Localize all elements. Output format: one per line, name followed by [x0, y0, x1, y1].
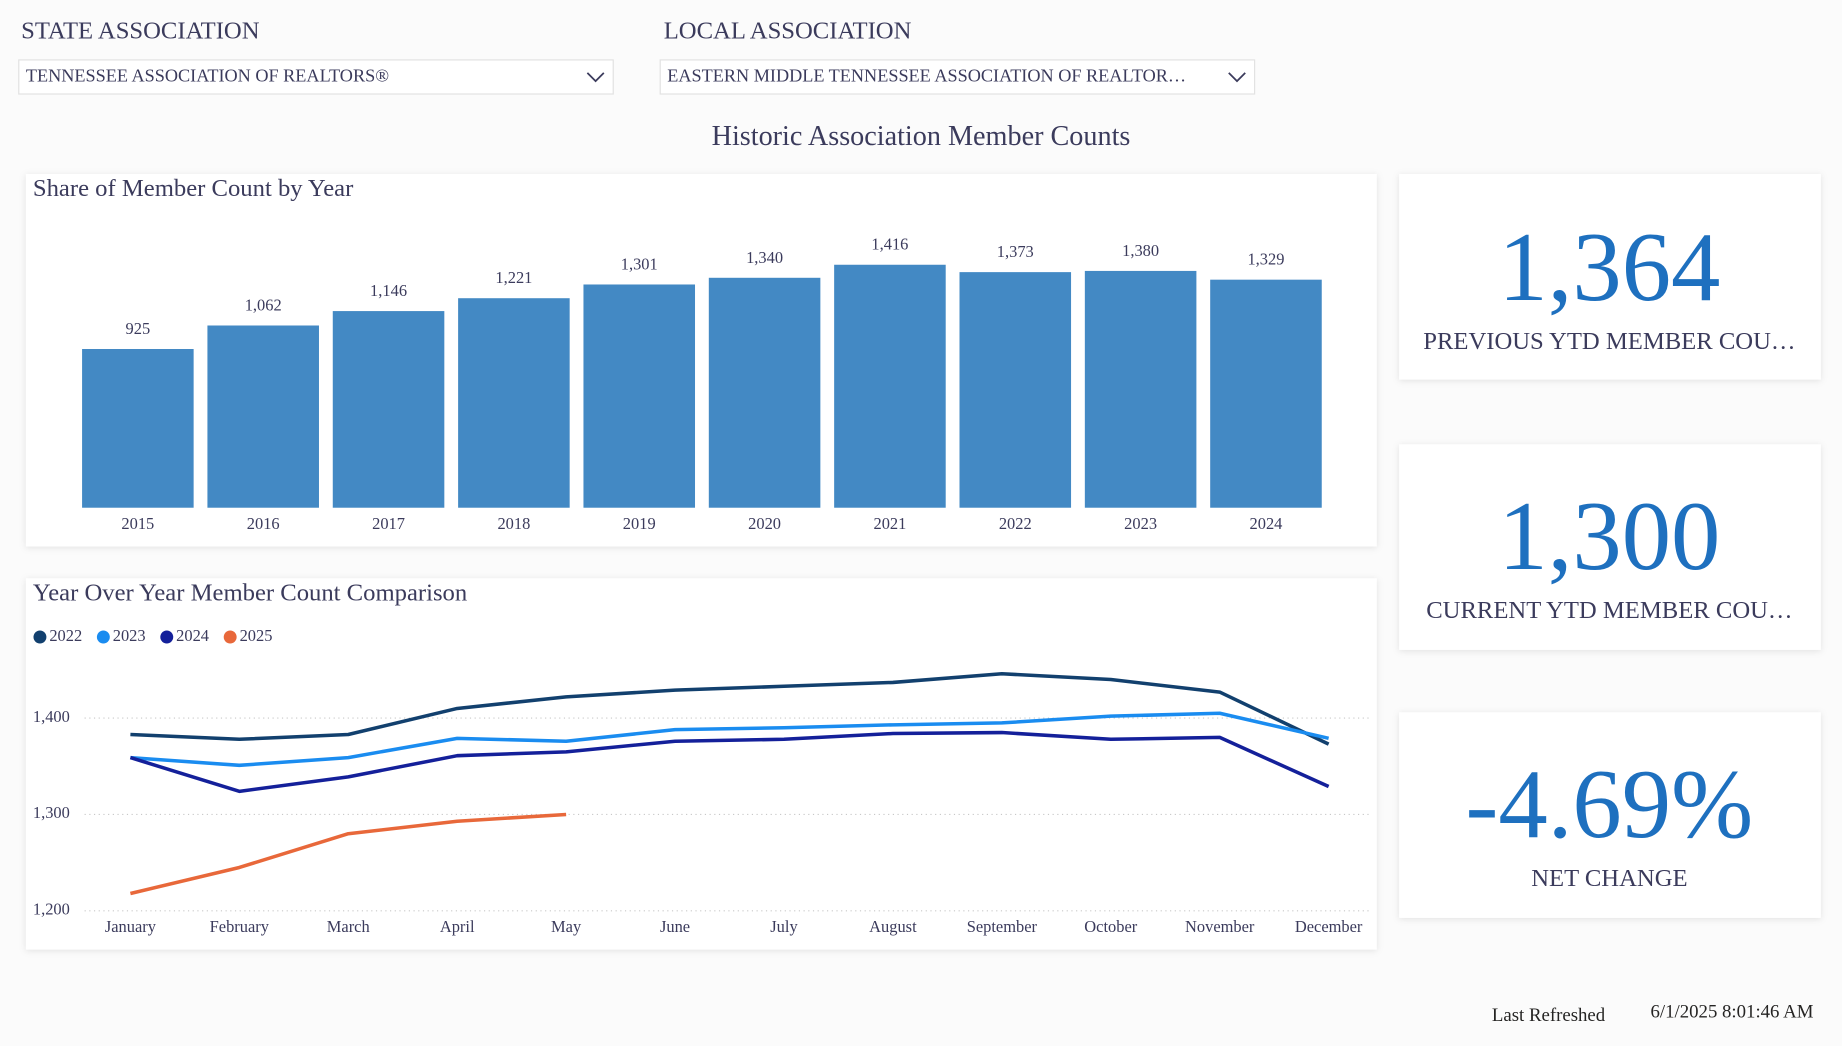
kpi-card — [1399, 712, 1821, 918]
chart-title: Year Over Year Member Count Comparison — [33, 579, 467, 606]
chevron[interactable] — [586, 72, 605, 83]
x-tick-label: September — [967, 917, 1038, 936]
data-label: 1,146 — [370, 281, 407, 300]
filter-label: STATE ASSOCIATION — [21, 18, 260, 45]
x-tick-label: July — [770, 917, 798, 936]
x-tick-label: June — [660, 917, 690, 936]
kpi-label: PREVIOUS YTD MEMBER COU… — [1423, 328, 1795, 355]
x-tick-label: April — [440, 917, 475, 936]
legend-label: 2022 — [49, 626, 82, 645]
y-tick-label: 1,200 — [33, 900, 70, 919]
bar — [834, 264, 946, 508]
bar — [82, 348, 194, 508]
x-tick-label: 2017 — [372, 514, 405, 533]
y-tick-label: 1,400 — [33, 707, 70, 726]
bar — [1084, 270, 1197, 508]
chart-title: Share of Member Count by Year — [33, 175, 353, 202]
dropdown-value[interactable]: TENNESSEE ASSOCIATION OF REALTORS® — [26, 66, 389, 86]
data-label: 1,373 — [997, 242, 1034, 261]
x-tick-label: May — [551, 917, 582, 936]
bar — [207, 325, 319, 508]
bar — [332, 311, 445, 508]
bar — [1210, 279, 1322, 508]
filter-label: LOCAL ASSOCIATION — [664, 18, 912, 45]
bar — [959, 272, 1072, 508]
x-tick-label: 2023 — [1124, 514, 1157, 533]
legend-marker — [33, 630, 47, 644]
kpi-value: -4.69% — [1466, 750, 1754, 859]
bar — [458, 298, 570, 508]
kpi-card — [1399, 444, 1821, 650]
x-tick-label: December — [1295, 917, 1363, 936]
line-series — [130, 672, 1330, 746]
footer-label: Last Refreshed — [1492, 1005, 1606, 1026]
x-tick-label: November — [1185, 917, 1255, 936]
x-tick-label: 2016 — [247, 514, 280, 533]
kpi-card — [1399, 173, 1821, 380]
bar — [708, 277, 821, 508]
footer-value: 6/1/2025 8:01:46 AM — [1651, 1001, 1814, 1022]
legend-marker — [160, 630, 174, 644]
data-label: 1,301 — [621, 254, 658, 273]
data-label: 1,380 — [1122, 241, 1159, 260]
legend-marker — [223, 630, 237, 644]
kpi-value: 1,300 — [1498, 482, 1720, 591]
x-tick-label: January — [105, 917, 157, 936]
x-tick-label: 2020 — [748, 514, 781, 533]
data-label: 1,221 — [495, 268, 532, 287]
legend-label: 2025 — [240, 626, 273, 645]
x-tick-label: October — [1084, 917, 1137, 936]
line-series — [129, 730, 1330, 794]
line-series — [129, 812, 567, 896]
x-tick-label: March — [327, 917, 370, 936]
dropdown[interactable] — [659, 59, 1256, 95]
page-title: Historic Association Member Counts — [712, 121, 1131, 152]
x-tick-label: 2018 — [497, 514, 530, 533]
dropdown[interactable] — [18, 59, 614, 95]
data-label: 1,416 — [871, 235, 908, 254]
bar — [583, 284, 696, 508]
kpi-label: CURRENT YTD MEMBER COU… — [1426, 597, 1792, 624]
chevron[interactable] — [1228, 72, 1246, 83]
kpi-value: 1,364 — [1498, 213, 1720, 322]
legend-label: 2023 — [113, 626, 146, 645]
x-tick-label: 2022 — [999, 514, 1032, 533]
data-label: 1,329 — [1247, 250, 1284, 269]
x-tick-label: February — [210, 917, 270, 936]
y-tick-label: 1,300 — [33, 803, 70, 822]
data-label: 925 — [126, 319, 151, 338]
x-tick-label: 2021 — [873, 514, 906, 533]
kpi-label: NET CHANGE — [1531, 865, 1687, 892]
data-label: 1,340 — [746, 248, 783, 267]
x-tick-label: 2015 — [121, 514, 154, 533]
dropdown-value[interactable]: EASTERN MIDDLE TENNESSEE ASSOCIATION OF … — [667, 66, 1186, 86]
line-series — [130, 711, 1330, 768]
legend-marker — [96, 630, 110, 644]
x-tick-label: August — [869, 917, 917, 936]
data-label: 1,062 — [245, 295, 282, 314]
legend-label: 2024 — [176, 626, 209, 645]
x-tick-label: 2019 — [623, 514, 656, 533]
x-tick-label: 2024 — [1250, 514, 1283, 533]
